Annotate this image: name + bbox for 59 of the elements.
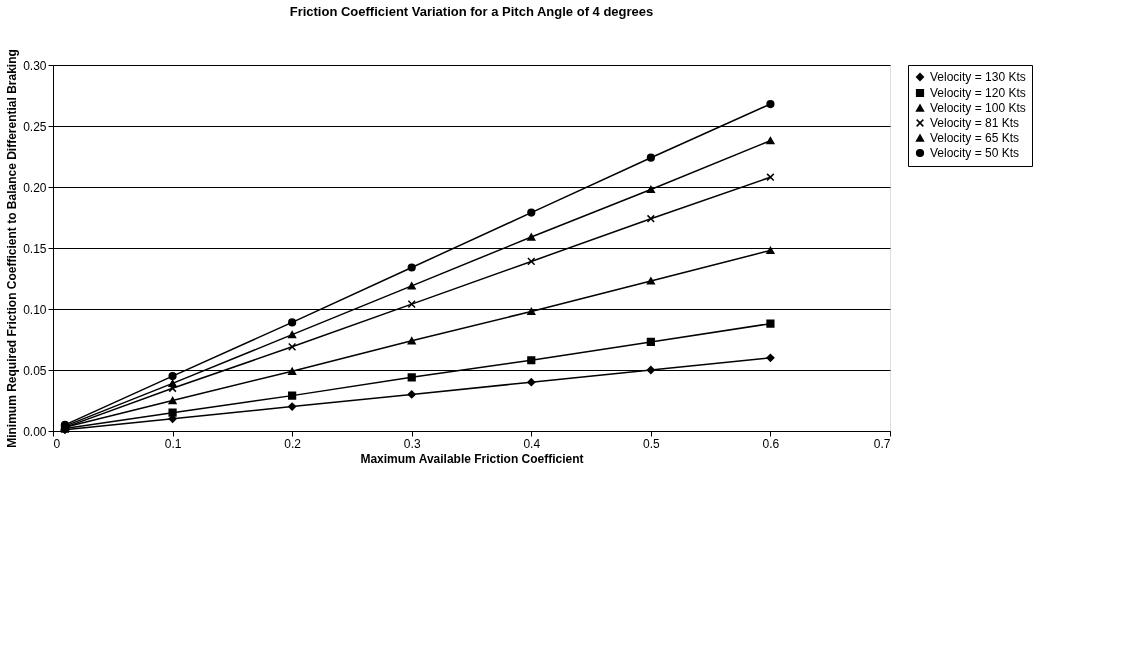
point — [766, 319, 775, 328]
point — [527, 307, 536, 316]
y-axis-title: Minimum Required Friction Coefficient to Balance Differential Braking — [5, 49, 20, 448]
point — [527, 233, 536, 241]
y-tick-label: 0.30 — [23, 58, 47, 73]
legend-label: Velocity = 100 Kts — [930, 101, 1026, 115]
point — [168, 384, 177, 393]
point — [168, 396, 177, 405]
y-tick-label: 0.20 — [23, 180, 47, 195]
x-tick-label: 0.6 — [762, 436, 780, 451]
legend-label: Velocity = 65 Kts — [930, 131, 1020, 145]
x-tick-label: 0.4 — [523, 436, 541, 451]
point — [766, 99, 775, 109]
point — [646, 277, 655, 285]
point — [288, 391, 297, 400]
x-tick-label: 0.2 — [284, 436, 302, 451]
point — [168, 379, 177, 388]
point — [288, 318, 297, 327]
point — [766, 136, 775, 145]
y-tick-label: 0.25 — [23, 119, 47, 134]
point — [646, 153, 655, 162]
point — [527, 356, 536, 365]
legend-label: Velocity = 120 Kts — [930, 86, 1026, 100]
point — [168, 408, 177, 417]
y-tick-label: 0.15 — [23, 241, 47, 256]
point — [407, 263, 416, 272]
x-tick-label: 0.1 — [164, 436, 182, 451]
point — [288, 367, 297, 375]
point — [288, 342, 297, 351]
point — [168, 372, 177, 381]
point — [766, 353, 775, 362]
y-tick-label: 0.00 — [23, 424, 47, 439]
x-tick-label: 0.5 — [643, 436, 661, 451]
point — [646, 337, 655, 347]
point — [407, 300, 416, 309]
point — [646, 214, 655, 223]
point — [527, 257, 536, 266]
x-axis-title: Maximum Available Friction Coefficient — [360, 451, 584, 466]
y-tick-label: 0.05 — [23, 363, 47, 378]
point — [527, 378, 536, 387]
point — [288, 330, 297, 339]
legend-label: Velocity = 130 Kts — [930, 70, 1026, 84]
legend-label: Velocity = 81 Kts — [930, 116, 1020, 130]
point — [766, 173, 775, 182]
x-tick-label: 0 — [53, 436, 61, 451]
point — [407, 337, 416, 345]
point — [646, 185, 655, 194]
point — [288, 402, 297, 411]
legend-label: Velocity = 50 Kts — [930, 146, 1020, 160]
point — [407, 282, 416, 290]
point — [407, 373, 416, 382]
point — [766, 246, 775, 255]
point — [407, 390, 416, 399]
x-tick-label: 0.7 — [873, 436, 891, 451]
point — [527, 208, 536, 217]
x-tick-label: 0.3 — [403, 436, 421, 451]
point — [646, 365, 655, 375]
chart-title: Friction Coefficient Variation for a Pitch Angle of 4 degrees — [289, 3, 654, 19]
y-tick-label: 0.10 — [23, 302, 47, 317]
